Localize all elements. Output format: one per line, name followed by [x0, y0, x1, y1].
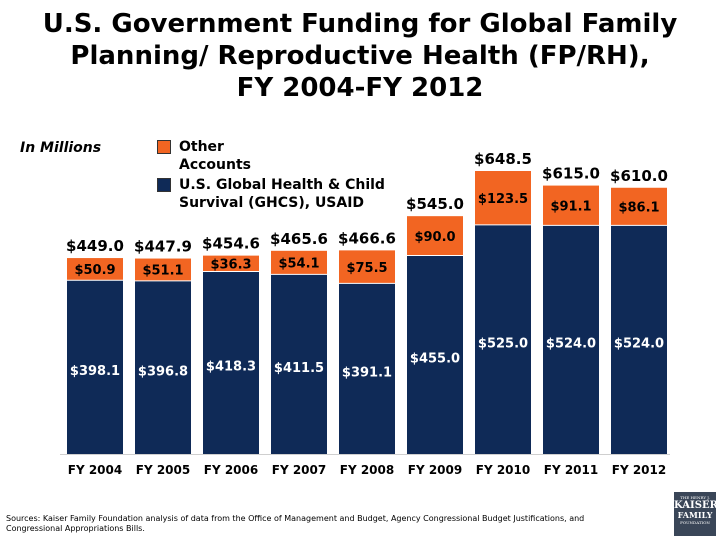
- category-label-fy-2011: FY 2011: [544, 463, 598, 477]
- category-label-fy-2009: FY 2009: [408, 463, 462, 477]
- bar-other-fy-2005: [135, 258, 191, 281]
- value-label-ghcs-fy-2010: $525.0: [478, 336, 528, 351]
- title-line-2: Planning/ Reproductive Health (FP/RH),: [70, 41, 650, 71]
- value-label-ghcs-fy-2008: $391.1: [342, 366, 392, 381]
- source-note: Sources: Kaiser Family Foundation analys…: [6, 514, 585, 533]
- bar-other-fy-2008: [339, 250, 395, 284]
- kaiser-family-foundation-logo: THE HENRY J. KAISER FAMILY FOUNDATION: [674, 492, 718, 536]
- bar-ghcs-fy-2010: [475, 224, 531, 454]
- value-label-other-fy-2006: $36.3: [210, 258, 251, 273]
- total-label-fy-2009: $545.0: [406, 195, 464, 213]
- category-label-fy-2006: FY 2006: [204, 463, 258, 477]
- title-line-3: FY 2004-FY 2012: [236, 73, 484, 103]
- total-label-fy-2008: $466.6: [338, 229, 396, 247]
- bar-other-fy-2006: [203, 255, 259, 272]
- total-label-fy-2007: $465.6: [270, 230, 328, 248]
- value-label-ghcs-fy-2004: $398.1: [70, 364, 120, 379]
- category-label-fy-2008: FY 2008: [340, 463, 394, 477]
- value-label-ghcs-fy-2006: $418.3: [206, 360, 256, 375]
- value-label-other-fy-2005: $51.1: [142, 264, 183, 279]
- value-label-ghcs-fy-2007: $411.5: [274, 361, 324, 376]
- logo-line-4: FOUNDATION: [680, 520, 710, 525]
- legend-label-other-accounts: Other Accounts: [179, 139, 252, 173]
- legend-item-ghcs: U.S. Global Health & Child Survival (GHC…: [157, 176, 419, 212]
- value-label-other-fy-2010: $123.5: [478, 192, 528, 207]
- category-label-fy-2007: FY 2007: [272, 463, 326, 477]
- bar-ghcs-fy-2007: [271, 274, 327, 454]
- value-label-ghcs-fy-2009: $455.0: [410, 352, 460, 367]
- bar-other-fy-2009: [407, 216, 463, 256]
- value-label-other-fy-2007: $54.1: [278, 257, 319, 272]
- value-label-other-fy-2008: $75.5: [346, 261, 387, 276]
- units-label: In Millions: [20, 140, 102, 156]
- legend-swatch-ghcs: [157, 178, 171, 192]
- total-label-fy-2012: $610.0: [610, 167, 668, 185]
- total-label-fy-2005: $447.9: [134, 238, 192, 256]
- bar-ghcs-fy-2006: [203, 271, 259, 454]
- bar-ghcs-fy-2004: [67, 280, 123, 454]
- total-label-fy-2011: $615.0: [542, 165, 600, 183]
- bar-other-fy-2007: [271, 250, 327, 275]
- total-label-fy-2004: $449.0: [66, 237, 124, 255]
- value-label-ghcs-fy-2005: $396.8: [138, 364, 188, 379]
- category-label-fy-2004: FY 2004: [68, 463, 122, 477]
- bar-ghcs-fy-2012: [611, 225, 667, 454]
- value-label-ghcs-fy-2012: $524.0: [614, 337, 664, 352]
- chart-title: U.S. Government Funding for Global Famil…: [0, 8, 720, 104]
- category-label-fy-2012: FY 2012: [612, 463, 666, 477]
- category-label-fy-2005: FY 2005: [136, 463, 190, 477]
- title-line-1: U.S. Government Funding for Global Famil…: [42, 9, 678, 39]
- value-label-other-fy-2004: $50.9: [74, 263, 115, 278]
- legend-label-ghcs: U.S. Global Health & Child Survival (GHC…: [179, 177, 385, 211]
- total-label-fy-2006: $454.6: [202, 235, 260, 253]
- category-label-fy-2010: FY 2010: [476, 463, 530, 477]
- bar-other-fy-2010: [475, 171, 531, 225]
- legend: Other Accounts U.S. Global Health & Chil…: [157, 138, 419, 214]
- bar-other-fy-2004: [67, 258, 123, 281]
- bar-other-fy-2011: [543, 185, 599, 226]
- value-label-other-fy-2012: $86.1: [618, 201, 659, 216]
- value-label-other-fy-2011: $91.1: [550, 199, 591, 214]
- logo-line-3: FAMILY: [677, 510, 713, 520]
- bar-ghcs-fy-2005: [135, 280, 191, 454]
- bar-other-fy-2012: [611, 187, 667, 226]
- legend-item-other-accounts: Other Accounts: [157, 138, 419, 174]
- bar-ghcs-fy-2011: [543, 225, 599, 454]
- bar-ghcs-fy-2009: [407, 255, 463, 454]
- value-label-other-fy-2009: $90.0: [414, 230, 455, 245]
- total-label-fy-2010: $648.5: [474, 150, 532, 168]
- bar-ghcs-fy-2008: [339, 283, 395, 454]
- value-label-ghcs-fy-2011: $524.0: [546, 337, 596, 352]
- legend-swatch-other-accounts: [157, 140, 171, 154]
- logo-line-1: THE HENRY J.: [680, 495, 710, 500]
- logo-line-2: KAISER: [674, 500, 718, 511]
